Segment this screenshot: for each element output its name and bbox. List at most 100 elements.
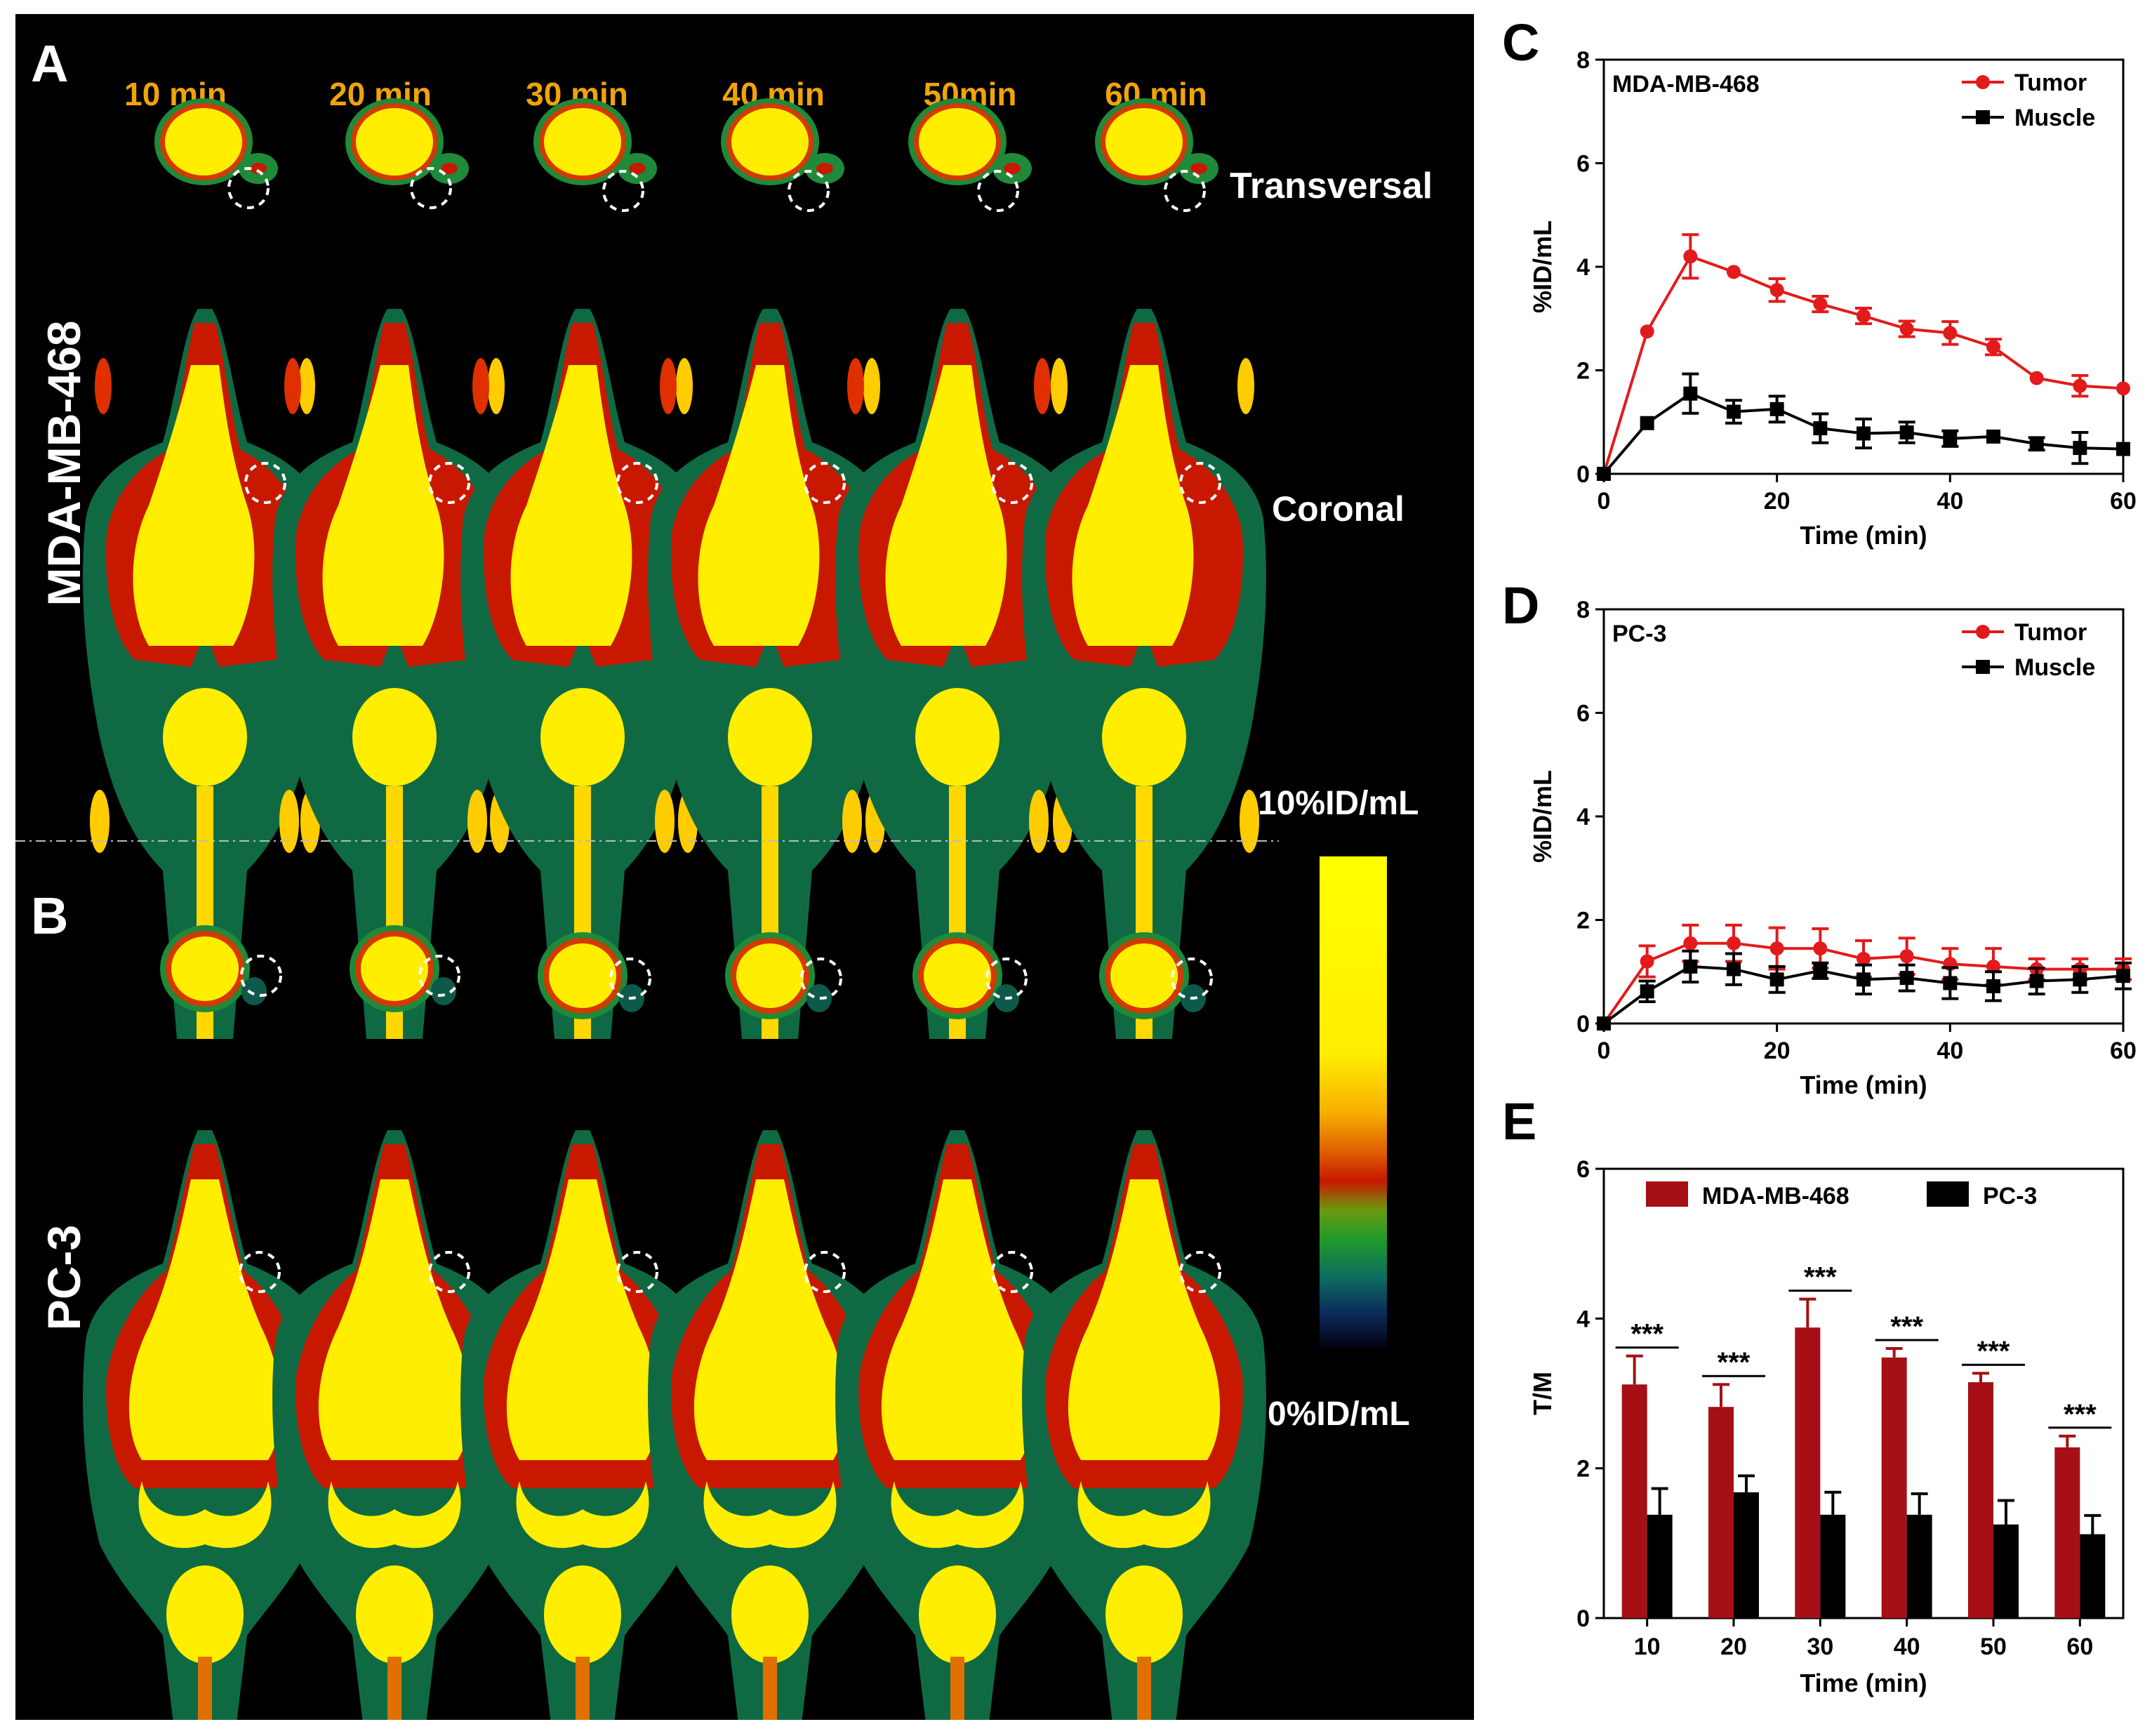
- data-point-tumor: [1769, 283, 1784, 298]
- data-point-tumor: [1683, 249, 1698, 264]
- data-point-tumor: [1943, 326, 1958, 340]
- data-point-tumor: [1727, 936, 1741, 950]
- tumor-circles-b-cor: [239, 1251, 1221, 1293]
- data-point-muscle: [1899, 425, 1914, 439]
- legend-label-muscle: Muscle: [2014, 105, 2095, 131]
- row-label-pc3: PC-3: [38, 1225, 90, 1330]
- significance-label: ***: [1804, 1262, 1837, 1293]
- bar-mda: [1708, 1407, 1734, 1618]
- y-tick-label: 4: [1576, 1306, 1590, 1332]
- tumor-circles-a-cor: [244, 462, 1221, 504]
- data-point-muscle: [1597, 467, 1611, 481]
- chart-d: 0 2 4 6 8 0 20 40 60 Time (min) %ID/mL PC-3 Tumor Mus…: [1528, 597, 2137, 1099]
- data-point-muscle: [1769, 972, 1784, 987]
- y-tick-label: 6: [1576, 1156, 1590, 1183]
- data-point-muscle: [1640, 416, 1654, 430]
- data-point-muscle: [2073, 441, 2087, 456]
- bar-pc3: [1993, 1524, 2019, 1618]
- data-point-muscle: [1943, 976, 1958, 990]
- data-point-muscle: [1683, 959, 1698, 974]
- data-point-muscle: [1986, 429, 2000, 444]
- data-point-muscle: [1727, 962, 1741, 976]
- bar-mda: [1621, 1384, 1647, 1618]
- data-point-tumor: [1857, 951, 1871, 966]
- y-tick-label: 2: [1576, 908, 1590, 934]
- legend-label-mda: MDA-MB-468: [1702, 1183, 1849, 1210]
- bar-pc3: [2080, 1534, 2106, 1618]
- data-point-muscle: [1727, 404, 1741, 419]
- y-axis-label: T/M: [1528, 1372, 1557, 1415]
- significance-label: ***: [1630, 1319, 1663, 1350]
- data-point-muscle: [2116, 969, 2130, 983]
- legend-marker: [1976, 75, 1990, 89]
- data-point-muscle: [1813, 421, 1828, 436]
- data-point-tumor: [1899, 322, 1914, 336]
- data-point-tumor: [1769, 941, 1784, 956]
- data-point-tumor: [2029, 371, 2044, 385]
- data-point-muscle: [1769, 402, 1784, 416]
- x-tick-label: 10: [1634, 1634, 1661, 1660]
- y-tick-label: 8: [1576, 47, 1590, 74]
- data-point-tumor: [1640, 954, 1654, 969]
- scale-min-label: 0%ID/mL: [1268, 1396, 1410, 1433]
- x-tick-label: 50: [1980, 1634, 2007, 1660]
- x-tick-label: 0: [1598, 1038, 1611, 1064]
- tumor-circles-b-trans: [240, 955, 1213, 1000]
- view-label-coronal: Coronal: [1272, 489, 1404, 529]
- data-point-muscle: [1857, 972, 1871, 987]
- data-point-tumor: [1986, 340, 2000, 355]
- pet-image-panel: A B 10 min 20 min 30 min 40 min 50min 60…: [15, 14, 1474, 1720]
- bar-pc3: [1734, 1492, 1759, 1618]
- bar-pc3: [1647, 1514, 1673, 1618]
- chart-title: MDA-MB-468: [1612, 71, 1760, 98]
- data-point-muscle: [1640, 984, 1654, 999]
- bar-mda: [1881, 1357, 1907, 1618]
- y-tick-label: 0: [1576, 461, 1590, 488]
- y-tick-label: 2: [1576, 1456, 1590, 1483]
- panel-e-letter: E: [1502, 1092, 1537, 1151]
- bar-mda: [1795, 1327, 1821, 1618]
- data-point-muscle: [1813, 963, 1828, 978]
- data-point-muscle: [1943, 431, 1958, 446]
- x-tick-label: 20: [1764, 488, 1791, 515]
- y-tick-label: 8: [1576, 597, 1590, 623]
- significance-label: ***: [1890, 1311, 1923, 1342]
- data-point-tumor: [1857, 309, 1871, 324]
- x-tick-label: 20: [1720, 1634, 1747, 1660]
- x-tick-label: 60: [2110, 488, 2137, 515]
- x-tick-label: 40: [1937, 488, 1963, 515]
- x-tick-label: 40: [1937, 1038, 1963, 1064]
- chart-title: PC-3: [1612, 621, 1666, 647]
- x-tick-label: 60: [2110, 1038, 2137, 1064]
- bar-pc3: [1906, 1514, 1932, 1618]
- data-point-tumor: [1813, 941, 1828, 956]
- y-tick-label: 2: [1576, 358, 1590, 385]
- data-point-tumor: [2073, 378, 2087, 393]
- y-tick-label: 4: [1576, 804, 1590, 830]
- data-point-tumor: [1986, 959, 2000, 974]
- data-point-muscle: [2029, 437, 2044, 451]
- data-point-tumor: [1683, 936, 1698, 950]
- legend-marker: [1976, 110, 1990, 124]
- data-point-muscle: [2029, 974, 2044, 988]
- data-point-tumor: [1727, 265, 1741, 279]
- x-tick-label: 60: [2066, 1634, 2093, 1660]
- data-point-tumor: [1813, 297, 1828, 312]
- chart-c: 0 2 4 6 8 0 20 40 60 Time (min) %ID/mL MDA-MB-468 Tu…: [1528, 47, 2137, 550]
- legend-label-tumor: Tumor: [2014, 69, 2087, 96]
- data-point-muscle: [1857, 426, 1871, 441]
- legend-label-tumor: Tumor: [2014, 619, 2087, 646]
- y-tick-label: 0: [1576, 1605, 1590, 1632]
- view-label-transversal: Transversal: [1230, 166, 1433, 206]
- y-tick-label: 6: [1576, 151, 1590, 178]
- data-point-muscle: [2073, 972, 2087, 987]
- legend-swatch: [1646, 1181, 1688, 1207]
- bar-pc3: [1820, 1514, 1846, 1618]
- y-axis-label: %ID/mL: [1528, 220, 1557, 313]
- data-point-tumor: [1640, 324, 1654, 339]
- significance-label: ***: [1718, 1347, 1751, 1378]
- legend-marker: [1976, 625, 1990, 639]
- data-point-muscle: [1683, 386, 1698, 401]
- x-tick-label: 0: [1598, 488, 1611, 515]
- data-point-tumor: [1899, 949, 1914, 964]
